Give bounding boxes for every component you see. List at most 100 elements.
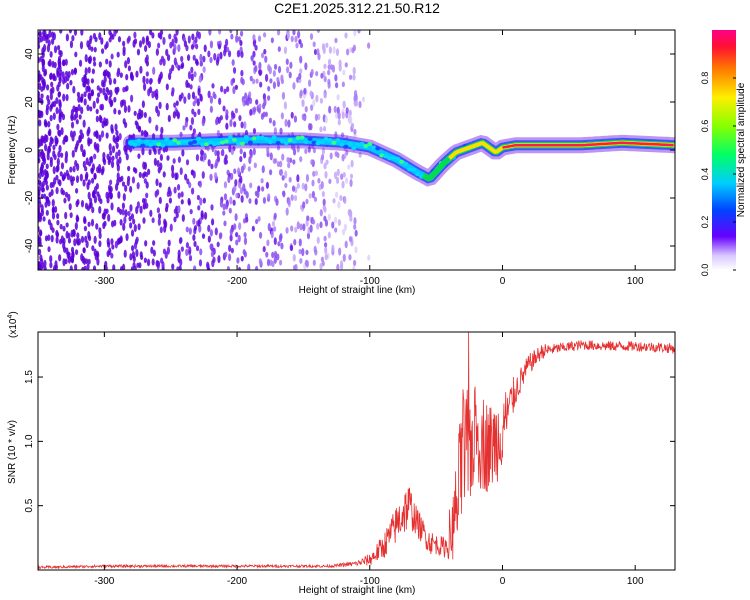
spectrogram-noise-cell [38,214,42,223]
spectrogram-noise-cell [38,179,41,185]
spectrogram-noise-cell [40,162,44,171]
spectrogram-noise-cell [118,156,122,164]
spectrogram-noise-cell [327,64,331,70]
spectrogram-noise-cell [337,201,341,209]
spectrogram-noise-cell [82,179,86,187]
spectrogram-noise-cell [273,63,278,70]
spectrogram-noise-cell [66,82,70,90]
ridge-cell [243,134,249,139]
spectrogram-noise-cell [92,265,97,270]
snr-y-label: SNR (10 * v/v) [7,420,18,484]
ridge-cell [128,141,134,146]
spectrogram-noise-cell [141,36,145,45]
spectrogram-noise-cell [45,134,49,143]
spectrogram-noise-cell [96,92,101,98]
spectrogram-noise-cell [349,173,354,179]
spectrogram-noise-cell [284,182,288,188]
spectrogram-noise-cell [98,240,102,248]
spectrogram-noise-cell [167,114,171,123]
spectrogram-noise-cell [124,148,128,156]
spectrogram-noise-cell [258,258,262,265]
spectrogram-noise-cell [101,120,105,129]
spectrogram-noise-cell [100,130,105,138]
spectrogram-noise-cell [138,40,143,48]
spectrogram-noise-cell [144,45,148,53]
spectrogram-noise-cell [38,73,42,82]
spectrogram-noise-cell [141,147,145,156]
spectrogram-noise-cell [187,82,191,88]
spectrogram-noise-cell [335,48,340,56]
spectrogram-noise-cell [56,219,60,226]
spectrogram-noise-cell [325,42,329,48]
spectrogram-noise-cell [358,100,362,109]
spectrogram-noise-cell [89,155,94,164]
spectrogram-noise-cell [291,185,296,192]
spectrogram-noise-cell [65,230,69,239]
spectrogram-noise-cell [91,68,95,75]
spectrogram-noise-cell [283,46,288,55]
spectrogram-noise-cell [199,155,204,162]
spectrogram-y-tick-label: -20 [24,190,35,205]
spectrogram-y-ticks: -40 -20 0 20 40 [24,48,675,253]
spectrogram-noise-cell [206,145,210,152]
spectrogram-noise-cell [86,104,90,112]
spectrogram-noise-cell [320,72,324,79]
spectrogram-noise-cell [190,66,194,74]
snr-panel: -300 -200 -100 0 100 0.5 1.0 1.5 Height of str… [7,311,676,596]
spectrogram-noise-cell [349,214,353,222]
colorbar-ticks: 0.0 0.2 0.4 0.6 0.8 [700,72,736,276]
spectrogram-noise-cell [56,157,60,166]
spectrogram-noise-cell [116,163,120,172]
spectrogram-noise-cell [185,159,190,166]
spectrogram-x-ticks: -300 -200 -100 0 100 [94,30,644,287]
spectrogram-noise-cell [197,87,201,96]
spectrogram-noise-cell [108,179,113,186]
spectrogram-noise-cell [124,60,128,69]
spectrogram-noise-cell [309,123,313,131]
spectrogram-noise-cell [116,238,120,246]
ridge-cell [347,141,353,146]
spectrogram-noise-cell [176,111,180,120]
spectrogram-noise-cell [243,121,247,130]
chart-title: C2E1.2025.312.21.50.R12 [274,0,440,16]
spectrogram-noise-cell [43,118,47,127]
spectrogram-noise-cell [147,40,151,49]
spectrogram-noise-cell [213,53,217,61]
spectrogram-noise-cell [198,180,202,188]
spectrogram-noise-cell [43,265,47,270]
spectrogram-noise-cell [99,116,103,124]
spectrogram-noise-cell [82,247,86,253]
spectrogram-noise-cell [115,129,119,136]
spectrogram-noise-cell [307,146,311,153]
spectrogram-noise-cell [142,75,146,84]
ridge-cell [295,135,301,140]
ridge-cell [204,142,210,147]
spectrogram-noise-cell [322,198,326,206]
spectrogram-noise-cell [302,201,306,209]
spectrogram-noise-cell [86,129,90,137]
spectrogram-noise-cell [190,44,195,50]
spectrogram-noise-cell [173,102,177,108]
spectrogram-noise-cell [132,39,136,48]
spectrogram-noise-cell [73,114,77,121]
spectrogram-x-label: Height of straight line (km) [299,285,416,296]
spectrogram-noise-cell [227,50,232,58]
spectrogram-noise-cell [202,55,206,63]
spectrogram-noise-cell [310,159,314,165]
snr-x-tick-label: 0 [500,576,506,587]
spectrogram-noise-cell [296,144,300,153]
spectrogram-noise-cell [299,89,303,97]
spectrogram-noise-cell [288,176,292,183]
spectrogram-noise-cell [339,260,344,268]
spectrogram-noise-cell [233,223,237,231]
ridge-cell [148,142,154,147]
ridge-cell [271,135,277,140]
spectrogram-noise-cell [127,210,131,217]
spectrogram-noise-cell [299,258,303,264]
spectrogram-noise-cell [197,219,201,227]
spectrogram-noise-cell [122,222,126,232]
spectrogram-noise-cell [103,220,107,227]
spectrogram-noise-cell [65,94,69,102]
spectrogram-noise-cell [64,70,69,77]
spectrogram-noise-cell [185,242,190,249]
